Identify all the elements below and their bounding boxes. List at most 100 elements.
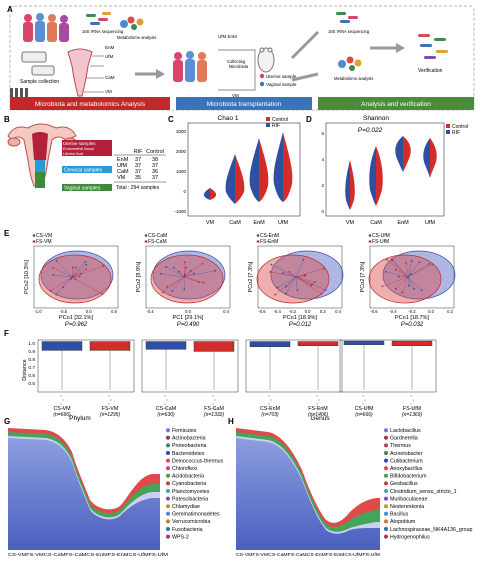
table-cell: CaM — [117, 169, 129, 175]
vaginal-sample-dot — [259, 81, 265, 87]
legend-dot — [384, 504, 388, 509]
banner-transplantation — [176, 97, 312, 110]
outlier-fs — [214, 399, 216, 401]
legend-fs: FS-UfM — [372, 239, 389, 245]
pcoa-spoke — [53, 274, 73, 278]
pcoa-spoke — [295, 276, 322, 295]
pcoa-spoke — [295, 268, 324, 278]
label-ufm-enm-top: UfM EnM — [218, 34, 237, 39]
box-fs — [193, 341, 235, 352]
label-collecting: Collecting Microbiota — [227, 59, 249, 69]
outlier-fs — [412, 399, 414, 401]
label-uterine-samples: Uterine samples — [63, 141, 96, 146]
x-tick: VM — [346, 220, 355, 226]
label-cs: CS-EnM — [260, 406, 280, 412]
arrow-a2 — [290, 30, 320, 60]
label-verification: Verification — [418, 68, 443, 74]
ellipse-fs — [256, 254, 330, 304]
pcoa-point — [282, 272, 284, 275]
box-group-3: CS-UfM(n=666) FS-UfM(n=1369) — [339, 339, 437, 418]
pcoa-spoke — [173, 267, 185, 278]
x-tick: CaM — [229, 220, 241, 226]
pcoa-spoke — [71, 261, 86, 278]
panel-b: B Uterine samples Endometrial tissue Ute… — [4, 115, 166, 192]
label-fs: FS-UfM — [403, 406, 421, 412]
label-uterine-fluid: Uterine fluid — [63, 152, 83, 156]
legend-dot — [166, 534, 170, 539]
pcoa-point — [55, 293, 58, 296]
pcoa-point — [165, 266, 168, 268]
pcoa-point — [386, 258, 388, 261]
legend-dot — [384, 466, 388, 471]
molecule-icon-right — [338, 56, 362, 71]
label-cervical-samples: Cervical samples — [64, 168, 103, 174]
pcoa-point — [390, 258, 393, 260]
pcoa-point — [183, 288, 186, 291]
pcoa-point — [418, 261, 421, 264]
pcoa-point — [381, 285, 384, 288]
outlier-fs — [108, 403, 110, 405]
pcoa-point — [410, 259, 413, 262]
legend-dot — [166, 496, 170, 501]
box-frame — [339, 339, 437, 393]
pcoa-pvalue: P=0.012 — [289, 322, 312, 328]
outlier-fs — [316, 395, 318, 397]
pcoa-plot-3: CS-UfMFS-UfM -0.6 -0.4 -0.2 0.0 0.2 PCo1 [18.7… — [360, 233, 456, 328]
outlier-cs — [166, 407, 168, 409]
pcoa-plots: CS-VMFS-VM -1.0 -0.5 0.0 0.5 PCo1 [32.1%] PCo2… — [24, 233, 456, 328]
pcoa-spoke — [183, 262, 186, 278]
chart-c-xticks: VM CaM EnM UfM — [206, 220, 289, 226]
pcoa-point — [302, 258, 305, 261]
label-enm-a: EnM — [105, 45, 115, 50]
x-tick: UfM — [425, 220, 436, 226]
x-tick: -0.4 — [146, 309, 154, 314]
panel-g-letter: G — [4, 417, 10, 426]
legend-fs: FS-VM — [36, 239, 52, 245]
pcoa-point — [311, 283, 314, 286]
x-tick: -0.4 — [389, 309, 397, 314]
pcoa-pvalue: P=0.032 — [401, 322, 424, 328]
legend-dot — [384, 443, 388, 448]
label-ufm-a: UfM — [105, 54, 114, 59]
legend-dot — [384, 511, 388, 516]
table-cell: 37 — [135, 169, 141, 175]
legend-dot — [166, 489, 170, 493]
x-tick: 0.2 — [320, 309, 326, 314]
banner-microbiota-metabolomics — [10, 97, 170, 110]
legend-dot — [166, 428, 170, 433]
table-cell: 37 — [135, 163, 141, 169]
outlier-cs — [362, 403, 364, 405]
pcoa-spoke — [295, 276, 298, 291]
table-total: Total : 294 samples — [116, 185, 160, 191]
pcoa-spoke — [402, 276, 409, 293]
legend-dot — [384, 428, 388, 433]
panel-g: G Phylum CS-VMFS-VMCS-CaMFS-CaMCS-EnMFS-… — [4, 415, 224, 558]
pcoa-spoke — [407, 276, 422, 291]
n-cs: (n=703) — [261, 412, 279, 418]
pcoa-point — [413, 288, 416, 290]
outlier-fs — [318, 407, 320, 409]
legend-dot-cs — [32, 234, 36, 237]
table-cell: UfM — [117, 163, 128, 169]
box-frame — [37, 339, 135, 393]
legend-dot — [384, 496, 388, 501]
pcoa-ylabel: PCo2 [7.3%] — [360, 261, 366, 292]
label-cs: CS-UfM — [355, 406, 374, 412]
legend-item: Bacillus — [390, 512, 409, 518]
legend-item: Bifidobacterium — [390, 474, 427, 480]
pcoa-point — [52, 266, 54, 269]
outlier-cs — [166, 399, 168, 401]
legend-dot — [166, 527, 170, 531]
pcoa-ylabel: PCo2 [10.3%] — [24, 260, 30, 294]
pcoa-point — [193, 272, 196, 275]
pcoa-spoke — [295, 276, 315, 283]
chart-d-legend: Control RIF — [446, 124, 468, 136]
table-header-control: Control — [146, 149, 164, 155]
legend-item: Patescibacteria — [172, 496, 208, 502]
pcoa-point — [384, 270, 387, 273]
pcoa-spoke — [395, 269, 409, 278]
box-group-1: CS-CaM(n=630) FS-CaM(n=1332) — [141, 339, 239, 418]
label-endometrial: Endometrial tissue — [63, 147, 94, 151]
legend-dot — [384, 519, 388, 524]
legend-item: Atopobium — [390, 519, 416, 525]
